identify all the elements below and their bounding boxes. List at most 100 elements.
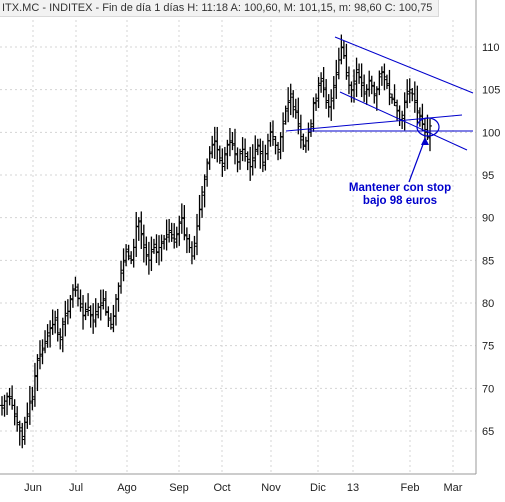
annotation: Mantener con stop bajo 98 euros — [349, 182, 451, 207]
ohlc-bar — [202, 174, 207, 208]
ohlc-bar — [407, 78, 412, 104]
ohlc-bar — [283, 105, 288, 125]
ohlc-bar — [116, 282, 121, 312]
ohlc-bar — [281, 112, 286, 152]
x-tick-label: Ago — [117, 482, 137, 494]
ohlc-bar — [111, 304, 116, 333]
ohlc-bar — [265, 133, 270, 161]
ohlc-bar — [278, 132, 283, 160]
x-tick-label: Mar — [444, 482, 463, 494]
ohlc-bar — [248, 146, 253, 181]
ohlc-bar — [108, 313, 113, 330]
chart-header: ITX.MC - INDITEX - Fin de día 1 días H: … — [0, 0, 440, 17]
header-time-label: H: — [187, 2, 199, 14]
ohlc-bar — [372, 81, 377, 104]
ohlc-bar — [329, 89, 334, 121]
x-tick-label: Dic — [310, 482, 326, 494]
ohlc-bar — [60, 317, 65, 353]
grid-layer — [0, 20, 476, 474]
ohlc-bar — [167, 218, 172, 243]
header-low-label: m: — [338, 2, 352, 14]
ohlc-bar — [387, 69, 392, 106]
ohlc-bar — [83, 302, 88, 321]
ohlc-bar — [225, 139, 230, 170]
ohlc-bar — [319, 72, 324, 93]
ohlc-bar — [192, 235, 197, 260]
ohlc-bar — [207, 146, 212, 170]
ohlc-bar — [392, 84, 397, 107]
ohlc-bar — [149, 236, 154, 272]
header-open: 100,60 — [243, 2, 278, 14]
header-low: 98,60 — [354, 2, 382, 14]
x-tick-label: 13 — [347, 482, 359, 494]
ohlc-bar — [48, 320, 53, 348]
header-ticker: ITX.MC — [2, 2, 40, 14]
ohlc-bar — [10, 385, 15, 410]
ohlc-bar — [179, 203, 184, 234]
ohlc-bar — [270, 120, 275, 146]
ohlc-bar — [397, 105, 402, 126]
ohlc-bar — [298, 114, 303, 149]
ohlc-bar — [113, 294, 118, 326]
channel-top-trendline — [334, 36, 474, 94]
ohlc-bar — [243, 138, 248, 162]
ohlc-bar — [144, 236, 149, 266]
x-tick-label: Jul — [69, 482, 83, 494]
ohlc-bar — [121, 248, 126, 282]
ohlc-bar — [235, 147, 240, 173]
y-tick-label: 105 — [482, 85, 500, 97]
header-high-label: M: — [283, 2, 296, 14]
ohlc-bar — [91, 303, 96, 334]
ohlc-bar — [98, 289, 103, 321]
ohlc-bar — [195, 213, 200, 256]
ohlc-bar — [172, 223, 177, 249]
ohlc-bar — [258, 138, 263, 169]
annotation-arrow — [408, 138, 426, 183]
ohlc-bar — [276, 141, 281, 161]
ohlc-bar — [428, 118, 432, 152]
header-close: 100,75 — [398, 2, 433, 14]
ohlc-bar — [187, 234, 192, 253]
ohlc-bar — [93, 298, 98, 328]
ohlc-bar — [405, 79, 410, 109]
y-tick-label: 80 — [482, 298, 494, 310]
ohlc-bar — [25, 402, 30, 429]
ohlc-bar — [81, 295, 86, 330]
ohlc-bar — [215, 126, 220, 163]
annotation-arrowhead — [421, 137, 429, 145]
ohlc-bar — [164, 219, 169, 251]
y-tick-label: 70 — [482, 383, 494, 395]
ohlc-bar — [301, 133, 306, 151]
ohlc-bar — [55, 308, 60, 342]
ohlc-bar — [354, 57, 359, 97]
ohlc-bar — [174, 226, 179, 248]
ohlc-bar — [70, 284, 75, 308]
y-tick-label: 75 — [482, 341, 494, 353]
ohlc-bar — [222, 146, 227, 171]
ohlc-bar — [357, 63, 362, 84]
ohlc-bar — [32, 362, 37, 407]
ohlc-bar — [159, 234, 164, 262]
ohlc-bar — [367, 70, 372, 97]
ohlc-bar — [40, 339, 45, 365]
ohlc-bar — [86, 293, 91, 317]
ohlc-bar — [169, 222, 174, 242]
ohlc-bar — [139, 211, 144, 249]
ohlc-bar — [268, 122, 273, 147]
annotation-line-2: bajo 98 euros — [363, 195, 437, 207]
ohlc-bar — [53, 310, 58, 334]
ohlc-bar — [12, 399, 17, 426]
ohlc-bar — [134, 211, 139, 257]
ohlc-bars — [0, 34, 432, 449]
annotation-line-1: Mantener con stop — [349, 182, 451, 194]
ohlc-bar — [255, 138, 260, 156]
x-tick-label: Sep — [169, 482, 189, 494]
ohlc-bar — [129, 251, 134, 265]
ohlc-bar — [402, 92, 407, 131]
y-tick-label: 95 — [482, 170, 494, 182]
ohlc-bar — [390, 93, 395, 104]
ohlc-bar — [177, 215, 182, 246]
ohlc-bar — [336, 47, 341, 80]
